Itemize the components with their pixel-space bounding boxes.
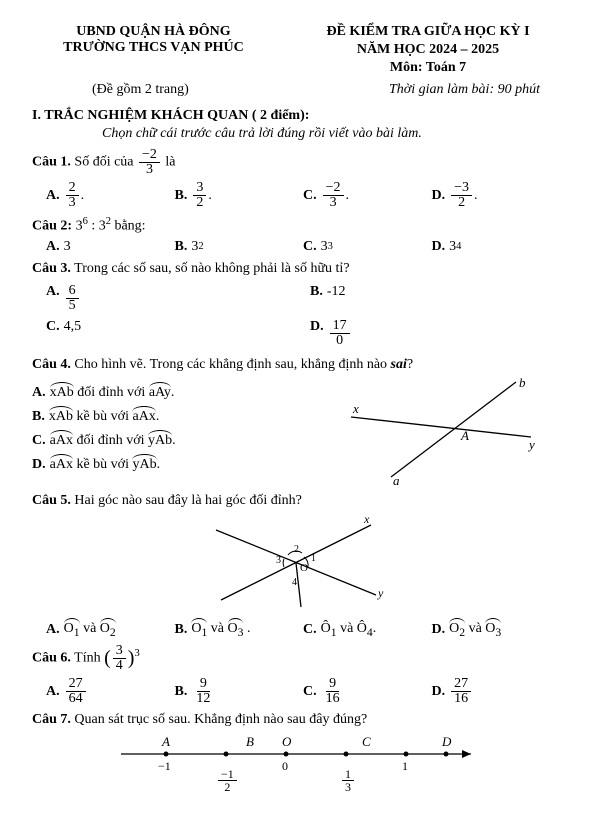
svg-text:A: A [460, 428, 469, 443]
q7: Câu 7. Quan sát trục số sau. Khẳng định … [32, 712, 560, 728]
section-1-title: I. TRẮC NGHIỆM KHÁCH QUAN ( 2 điểm): [32, 108, 560, 124]
q1-post: là [165, 155, 175, 170]
q4-statements: A. xAb đối đỉnh với aAy. B. xAb kề bù vớ… [32, 377, 322, 487]
q4-body: A. xAb đối đỉnh với aAy. B. xAb kề bù vớ… [32, 377, 560, 487]
q2-C: C.33 [303, 239, 432, 255]
q1-frac: −2 3 [139, 148, 160, 177]
q3-A: A. 65 [32, 284, 296, 313]
svg-text:A: A [161, 734, 170, 749]
q4-text: Cho hình vẽ. Trong các khẳng định sau, k… [74, 357, 390, 372]
q2-A: A.3 [46, 239, 175, 255]
q5-choices: A. O1 và O2 B. O1 và O3 . C. Ô1 và Ô4. D… [46, 621, 560, 639]
svg-text:2: 2 [294, 544, 299, 555]
svg-text:y: y [377, 586, 384, 600]
q3-B: B.-12 [296, 284, 560, 313]
q2-D: D.34 [432, 239, 561, 255]
page-note: (Đề gồm 2 trang) [32, 82, 189, 98]
svg-text:−1: −1 [158, 759, 171, 773]
svg-text:B: B [246, 734, 254, 749]
org1: UBND QUẬN HÀ ĐÔNG [32, 24, 275, 40]
header-right: ĐỀ KIỂM TRA GIỮA HỌC KỲ I NĂM HỌC 2024 –… [296, 24, 560, 76]
q2-label: Câu 2: [32, 219, 72, 234]
svg-text:1: 1 [402, 759, 408, 773]
q5-D: D. O2 và O3 [432, 621, 561, 639]
q6-D: D. 2716 [432, 677, 561, 706]
q2: Câu 2: 36 : 32 bằng: [32, 216, 560, 235]
q1-D: D. −32. [432, 181, 561, 210]
svg-text:b: b [519, 375, 526, 390]
svg-text:a: a [393, 473, 400, 488]
q5-text: Hai góc nào sau đây là hai góc đối đỉnh? [74, 493, 301, 508]
title2: NĂM HỌC 2024 – 2025 [296, 42, 560, 58]
q3-D: D. 170 [296, 319, 560, 348]
title3: Môn: Toán 7 [296, 60, 560, 76]
q7-text: Quan sát trục số sau. Khẳng định nào sau… [74, 712, 367, 727]
q4-A: A. xAb đối đỉnh với aAy. [32, 385, 322, 401]
q6-label: Câu 6. [32, 651, 71, 666]
svg-text:O: O [300, 562, 308, 574]
svg-text:0: 0 [282, 759, 288, 773]
q3-label: Câu 3. [32, 261, 71, 276]
q2-choices: A.3 B.32 C.33 D.34 [46, 239, 560, 255]
exam-header: UBND QUẬN HÀ ĐÔNG TRƯỜNG THCS VẠN PHÚC Đ… [32, 24, 560, 76]
q6-A: A. 2764 [46, 677, 175, 706]
q1-B: B. 32. [175, 181, 304, 210]
svg-text:x: x [352, 401, 359, 416]
svg-text:x: x [363, 512, 370, 526]
q3-C: C.4,5 [32, 319, 296, 348]
svg-text:4: 4 [292, 577, 297, 588]
svg-text:3: 3 [276, 555, 281, 566]
title1: ĐỀ KIỂM TRA GIỮA HỌC KỲ I [296, 24, 560, 40]
q7-svg: A B O C D −1 0 1 [106, 732, 486, 787]
svg-text:1: 1 [311, 553, 316, 564]
q2-B: B.32 [175, 239, 304, 255]
svg-text:D: D [441, 734, 452, 749]
q5: Câu 5. Hai góc nào sau đây là hai góc đố… [32, 493, 560, 509]
instruction: Chọn chữ cái trước câu trả lời đúng rồi … [102, 126, 560, 142]
q4-D: D. aAx kề bù với yAb. [32, 457, 322, 473]
q5-svg: x y O 1 2 3 4 [196, 515, 396, 610]
org2: TRƯỜNG THCS VẠN PHÚC [32, 40, 275, 56]
q4-label: Câu 4. [32, 357, 71, 372]
q1-choices: A. 23. B. 32. C. −23. D. −32. [46, 181, 560, 210]
time-row: (Đề gồm 2 trang) Thời gian làm bài: 90 p… [32, 82, 560, 98]
svg-text:O: O [282, 734, 292, 749]
q1-C: C. −23. [303, 181, 432, 210]
q5-B: B. O1 và O3 . [175, 621, 304, 639]
q1-pre: Số đối của [74, 155, 137, 170]
q1-label: Câu 1. [32, 155, 71, 170]
duration: Thời gian làm bài: 90 phút [389, 82, 560, 98]
q3: Câu 3. Trong các số sau, số nào không ph… [32, 261, 560, 277]
q6-choices: A. 2764 B. 912 C. 916 D. 2716 [46, 677, 560, 706]
q7-label: Câu 7. [32, 712, 71, 727]
q6-C: C. 916 [303, 677, 432, 706]
q4: Câu 4. Cho hình vẽ. Trong các khẳng định… [32, 357, 560, 373]
q5-A: A. O1 và O2 [46, 621, 175, 639]
q4-svg: x b y a A [341, 377, 541, 487]
q5-figure: x y O 1 2 3 4 [32, 515, 560, 615]
q4-C: C. aAx đối đỉnh với yAb. [32, 433, 322, 449]
q3-row1: A. 65 B.-12 [32, 281, 560, 316]
q5-label: Câu 5. [32, 493, 71, 508]
svg-text:C: C [362, 734, 371, 749]
q5-C: C. Ô1 và Ô4. [303, 621, 432, 639]
header-left: UBND QUẬN HÀ ĐÔNG TRƯỜNG THCS VẠN PHÚC [32, 24, 275, 76]
q6: Câu 6. Tính (34)3 [32, 644, 560, 673]
q3-row2: C.4,5 D. 170 [32, 316, 560, 351]
q6-B: B. 912 [175, 677, 304, 706]
q7-figure: A B O C D −1 0 1 −12 13 [32, 732, 560, 792]
q1-A: A. 23. [46, 181, 175, 210]
q4-figure: x b y a A [322, 377, 560, 487]
q4-B: B. xAb kề bù với aAx. [32, 409, 322, 425]
q3-text: Trong các số sau, số nào không phải là s… [74, 261, 349, 276]
svg-text:y: y [527, 437, 535, 452]
q1: Câu 1. Số đối của −2 3 là [32, 148, 560, 177]
